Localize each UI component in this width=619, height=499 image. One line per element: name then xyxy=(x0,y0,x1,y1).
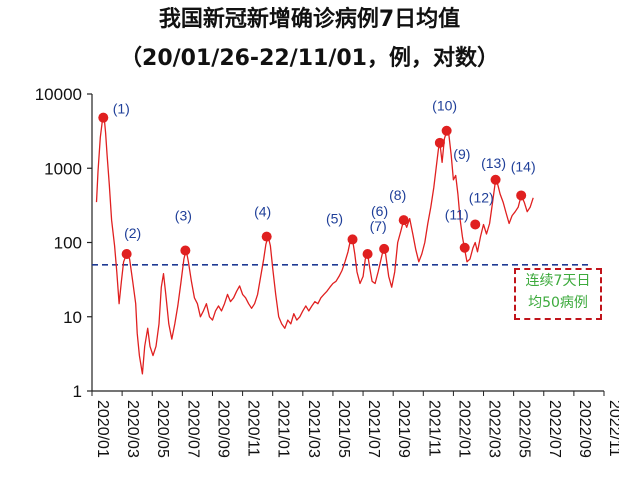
y-tick-label: 10000 xyxy=(35,85,82,104)
data-marker xyxy=(516,190,527,201)
threshold-note: 连续7天日 均50病例 xyxy=(514,268,602,320)
x-tick-label: 2022/05 xyxy=(516,400,533,458)
data-marker xyxy=(379,243,390,254)
data-marker xyxy=(470,219,481,230)
x-tick-label: 2021/07 xyxy=(365,400,382,458)
x-tick-label: 2020/01 xyxy=(94,400,111,458)
y-tick-label: 10 xyxy=(63,308,82,327)
x-tick-label: 2022/11 xyxy=(606,400,619,457)
marker-label: (3) xyxy=(175,208,192,224)
data-marker xyxy=(180,245,191,256)
chart-title: 我国新冠新增确诊病例7日均值 xyxy=(158,7,461,32)
marker-label: (9) xyxy=(453,146,470,162)
threshold-note-line1: 连续7天日 xyxy=(525,273,591,289)
data-marker xyxy=(98,112,109,123)
x-tick-label: 2022/07 xyxy=(546,400,563,458)
series-line xyxy=(95,115,534,375)
x-tick-label: 2022/01 xyxy=(455,400,472,458)
data-marker xyxy=(261,231,272,242)
x-tick-label: 2021/11 xyxy=(425,400,442,457)
marker-label: (12) xyxy=(469,189,494,205)
data-marker xyxy=(490,174,501,185)
threshold-note-line2: 均50病例 xyxy=(528,295,588,311)
data-marker xyxy=(434,137,445,148)
data-marker xyxy=(441,125,452,136)
data-marker xyxy=(398,215,409,226)
marker-label: (13) xyxy=(481,155,506,171)
x-tick-label: 2021/09 xyxy=(395,400,412,458)
y-tick-label: 1000 xyxy=(44,159,82,178)
marker-label: (4) xyxy=(254,204,271,220)
x-tick-label: 2020/03 xyxy=(124,400,141,458)
marker-label: (2) xyxy=(124,225,141,241)
marker-label: (5) xyxy=(326,210,343,226)
marker-label: (10) xyxy=(432,98,457,114)
marker-label: (11) xyxy=(445,207,469,223)
marker-label: (7) xyxy=(370,218,387,234)
x-tick-label: 2020/09 xyxy=(214,400,231,458)
x-tick-label: 2021/03 xyxy=(305,400,322,458)
marker-label: (6) xyxy=(371,203,388,219)
marker-label: (1) xyxy=(113,101,130,117)
chart-subtitle: （20/01/26-22/11/01，例，对数） xyxy=(120,46,499,71)
x-tick-label: 2021/05 xyxy=(335,400,352,458)
y-tick-label: 1 xyxy=(73,382,82,401)
x-tick-label: 2021/01 xyxy=(275,400,292,458)
marker-label: (14) xyxy=(511,158,536,174)
x-tick-label: 2022/03 xyxy=(486,400,503,458)
x-tick-label: 2020/07 xyxy=(184,400,201,458)
data-marker xyxy=(121,249,132,260)
x-tick-label: 2022/09 xyxy=(576,400,593,458)
data-marker xyxy=(347,234,358,245)
data-marker xyxy=(362,249,373,260)
x-tick-label: 2020/11 xyxy=(245,400,262,457)
marker-label: (8) xyxy=(389,187,406,203)
y-tick-label: 100 xyxy=(54,234,82,253)
x-tick-label: 2020/05 xyxy=(154,400,171,458)
data-marker xyxy=(459,242,470,253)
